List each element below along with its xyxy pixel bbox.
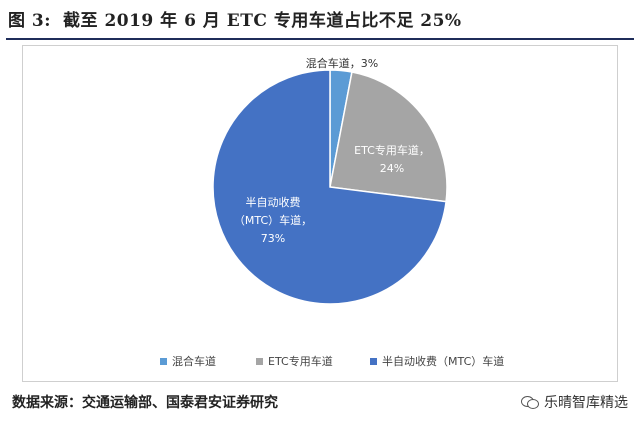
slice-label-1: 混合车道，3% (306, 56, 378, 70)
chart-area: 混合车道，3% ETC专用车道， 24% 半自动收费（MTC）车道， 73% 混合车道 ET… (22, 45, 618, 382)
source-note: 数据来源：交通运输部、国泰君安证券研究 (12, 395, 278, 411)
title-divider (6, 38, 634, 40)
legend-swatch-1 (160, 358, 167, 365)
slice-label-2: ETC专用车道， 24% (354, 143, 430, 175)
slice-label-3: 半自动收费（MTC）车道， 73% (234, 195, 312, 245)
figure-title: 图 3: 截至 2019 年 6 月 ETC 专用车道占比不足 25% (8, 6, 632, 31)
watermark-text: 乐晴智库精选 (544, 395, 628, 411)
legend-swatch-3 (370, 358, 377, 365)
pie-chart: 混合车道，3% ETC专用车道， 24% 半自动收费（MTC）车道， 73% 混合车道 ET… (160, 56, 504, 368)
legend-label-3: 半自动收费（MTC）车道 (382, 354, 504, 368)
legend-item-2: ETC专用车道 (256, 354, 333, 368)
figure-label: 图 3: (8, 11, 52, 31)
figure-title-text: 截至 2019 年 6 月 ETC 专用车道占比不足 25% (63, 11, 462, 31)
legend-swatch-2 (256, 358, 263, 365)
pie-slice-2 (329, 71, 448, 203)
watermark: 乐晴智库精选 (521, 392, 628, 412)
legend-item-1: 混合车道 (160, 354, 216, 368)
legend-label-2: ETC专用车道 (268, 354, 333, 368)
legend-item-3: 半自动收费（MTC）车道 (370, 354, 504, 368)
wechat-icon (521, 395, 539, 409)
pie-slice-3 (212, 69, 447, 305)
legend-label-1: 混合车道 (172, 354, 216, 368)
